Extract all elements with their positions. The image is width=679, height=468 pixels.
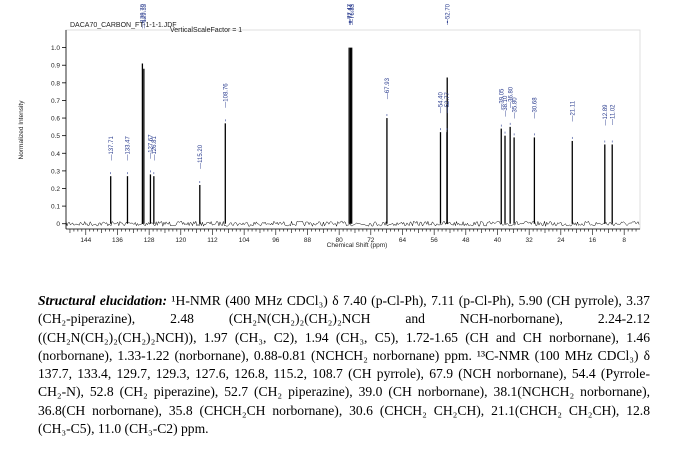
caption-body: ¹H-NMR (400 MHz CDCl₃) δ 7.40 (p-Cl-Ph),… [38, 293, 650, 437]
x-tick-label: 64 [399, 237, 407, 244]
y-tick-label: 0.3 [51, 168, 60, 175]
nmr-spectrum-chart: DACA70_CARBON_FT-1-1-1.JDF VerticalScale… [18, 3, 641, 249]
peak-label: —108.76 [223, 83, 229, 108]
peak-label: —77.14 [349, 3, 355, 25]
caption-lead: Structural elucidation: [38, 293, 168, 308]
peak-label: —52.77 [445, 91, 451, 113]
peak-label: —129.33 [142, 3, 148, 28]
scale-factor-label: VerticalScaleFactor = 1 [170, 27, 242, 34]
x-tick-label: 8 [622, 237, 626, 244]
peak-label: —76.83 [350, 3, 356, 25]
peak-label: —77.47 [347, 3, 353, 25]
y-tick-label: 0.4 [51, 151, 60, 158]
y-tick-label: 0.8 [51, 80, 60, 87]
peak-label: —38.10 [503, 95, 509, 117]
peak-label: —129.70 [141, 3, 147, 28]
peak-label: —39.05 [499, 88, 505, 110]
x-tick-label: 32 [526, 237, 534, 244]
x-tick-label: 24 [557, 237, 565, 244]
peak-label: —36.80 [508, 86, 514, 108]
peak-label: —52.70 [445, 3, 451, 25]
peak-label: —126.81 [152, 136, 158, 161]
x-tick-label: 56 [431, 237, 439, 244]
x-axis: 144 136 128 120 112 104 96 88 80 72 64 56 48 40 32 24 16… [66, 228, 640, 244]
peak-label: —127.67 [149, 134, 155, 159]
x-tick-label: 40 [494, 237, 502, 244]
x-tick-label: 144 [80, 237, 91, 244]
peak-label: —137.71 [109, 136, 115, 161]
x-tick-label: 104 [239, 237, 250, 244]
peak-label: —21.11 [570, 100, 576, 121]
y-tick-label: 0.1 [51, 204, 60, 211]
peak-label: —115.20 [198, 144, 204, 169]
x-tick-label: 88 [304, 237, 312, 244]
noise-trace [65, 220, 640, 228]
x-tick-label: 128 [144, 237, 155, 244]
x-tick-label: 96 [272, 237, 280, 244]
structural-elucidation-text: Structural elucidation: ¹H-NMR (400 MHz … [38, 292, 650, 438]
x-tick-label: 16 [589, 237, 597, 244]
peak-label: —54.40 [439, 91, 445, 113]
y-tick-label: 0.5 [51, 133, 60, 140]
y-tick-label: 1.0 [51, 45, 60, 52]
peak-label: —133.47 [126, 136, 132, 161]
x-tick-label: 72 [367, 237, 375, 244]
peak-label: —12.89 [603, 104, 609, 126]
y-tick-label: 0 [56, 221, 60, 228]
y-axis: 0 0.1 0.2 0.3 0.4 0.5 0.6 0.7 0.8 0.9 1.0 [51, 30, 67, 229]
x-tick-label: 120 [175, 237, 186, 244]
x-tick-label: 112 [207, 237, 218, 244]
x-tick-label: 48 [462, 237, 470, 244]
plot-frame [65, 29, 641, 230]
x-axis-label: Chemical Shift (ppm) [327, 242, 388, 249]
peak-label: —67.93 [385, 77, 391, 99]
y-tick-label: 0.6 [51, 116, 60, 123]
peak-lines [110, 47, 613, 224]
baseline-noise [65, 220, 640, 228]
peak-labels: —137.71 —133.47 —129.70—129.33 —127.67—126.… [109, 3, 616, 183]
y-axis-label: Normalized Intensity [18, 100, 25, 160]
peak-label: —11.02 [610, 104, 616, 125]
x-tick-label: 136 [112, 237, 123, 244]
y-tick-label: 0.7 [51, 98, 60, 105]
y-tick-label: 0.9 [51, 63, 60, 70]
peak-label: —35.80 [512, 97, 518, 119]
x-tick-label: 80 [336, 237, 344, 244]
peak-label: —30.68 [533, 97, 539, 119]
y-tick-label: 0.2 [51, 186, 60, 193]
spectrum-title: DACA70_CARBON_FT-1-1-1.JDF [70, 22, 177, 29]
